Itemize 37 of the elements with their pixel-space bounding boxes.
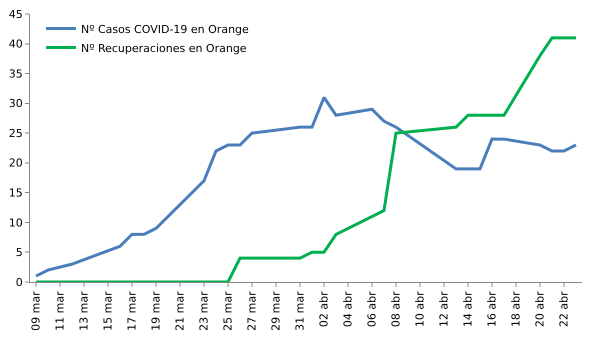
x-tick-label: 25 mar <box>222 290 235 331</box>
x-tick-label: 27 mar <box>246 290 259 331</box>
x-tick-label: 29 mar <box>270 290 283 331</box>
y-tick-label: 30 <box>8 97 23 110</box>
y-tick-label: 0 <box>16 276 23 289</box>
x-tick-label: 02 abr <box>318 290 331 328</box>
x-tick-label: 31 mar <box>294 290 307 331</box>
line-series <box>34 96 578 278</box>
x-tick-label: 12 abr <box>438 290 451 328</box>
x-tick-label: 08 abr <box>390 290 403 328</box>
x-tick-label: 15 mar <box>102 290 115 331</box>
x-tick-label: 10 abr <box>414 290 427 328</box>
line-series <box>34 36 578 282</box>
x-tick-label: 17 mar <box>126 290 139 331</box>
y-tick-label: 10 <box>8 216 23 230</box>
x-tick-label: 04 abr <box>342 290 355 328</box>
x-tick-label: 14 abr <box>462 290 475 328</box>
legend-label: Nº Casos COVID-19 en Orange <box>81 22 250 36</box>
x-tick-label: 18 abr <box>510 290 523 328</box>
y-tick-label: 45 <box>8 8 23 21</box>
x-tick-label: 22 abr <box>558 290 571 328</box>
x-tick-label: 11 mar <box>54 290 67 331</box>
x-tick-label: 20 abr <box>534 290 547 328</box>
x-tick-label: 09 mar <box>30 290 43 331</box>
y-tick-label: 15 <box>8 186 23 200</box>
y-tick-label: 25 <box>8 126 23 140</box>
legend-label: Nº Recuperaciones en Orange <box>81 42 247 55</box>
x-tick-label: 06 abr <box>366 290 379 328</box>
x-tick-label: 21 mar <box>174 290 187 331</box>
x-tick-label: 13 mar <box>78 290 91 331</box>
y-tick-label: 5 <box>16 246 23 260</box>
y-tick-label: 40 <box>8 38 23 51</box>
x-tick-label: 16 abr <box>486 290 499 328</box>
y-tick-label: 20 <box>8 156 23 170</box>
y-tick-label: 35 <box>8 67 23 80</box>
x-tick-label: 19 mar <box>150 290 163 331</box>
x-tick-label: 23 mar <box>198 290 211 331</box>
